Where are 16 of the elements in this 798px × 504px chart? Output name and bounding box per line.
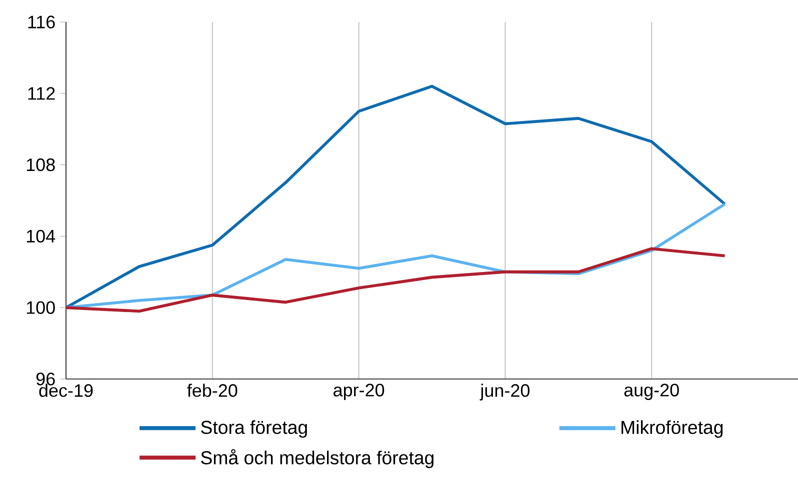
legend-label: Små och medelstora företag (201, 449, 434, 468)
x-tick-label: apr-20 (334, 384, 384, 400)
y-tick-label: 96 (36, 372, 55, 386)
legend-label: Stora företag (201, 420, 307, 438)
y-tick-label: 100 (26, 301, 55, 314)
line-series (64, 84, 726, 310)
y-tick-label: 108 (26, 158, 55, 172)
legend-label: Mikroföretag (622, 420, 723, 438)
x-tick-label: dec-19 (39, 384, 93, 397)
y-tick-label: 116 (28, 16, 55, 28)
y-tick-label: 104 (26, 230, 56, 243)
line-series (64, 247, 726, 313)
x-tick-label: aug-20 (624, 384, 679, 400)
y-tick-label: 112 (28, 87, 55, 100)
x-tick-label: jun-20 (480, 384, 530, 400)
x-tick-label: feb-20 (187, 384, 238, 397)
